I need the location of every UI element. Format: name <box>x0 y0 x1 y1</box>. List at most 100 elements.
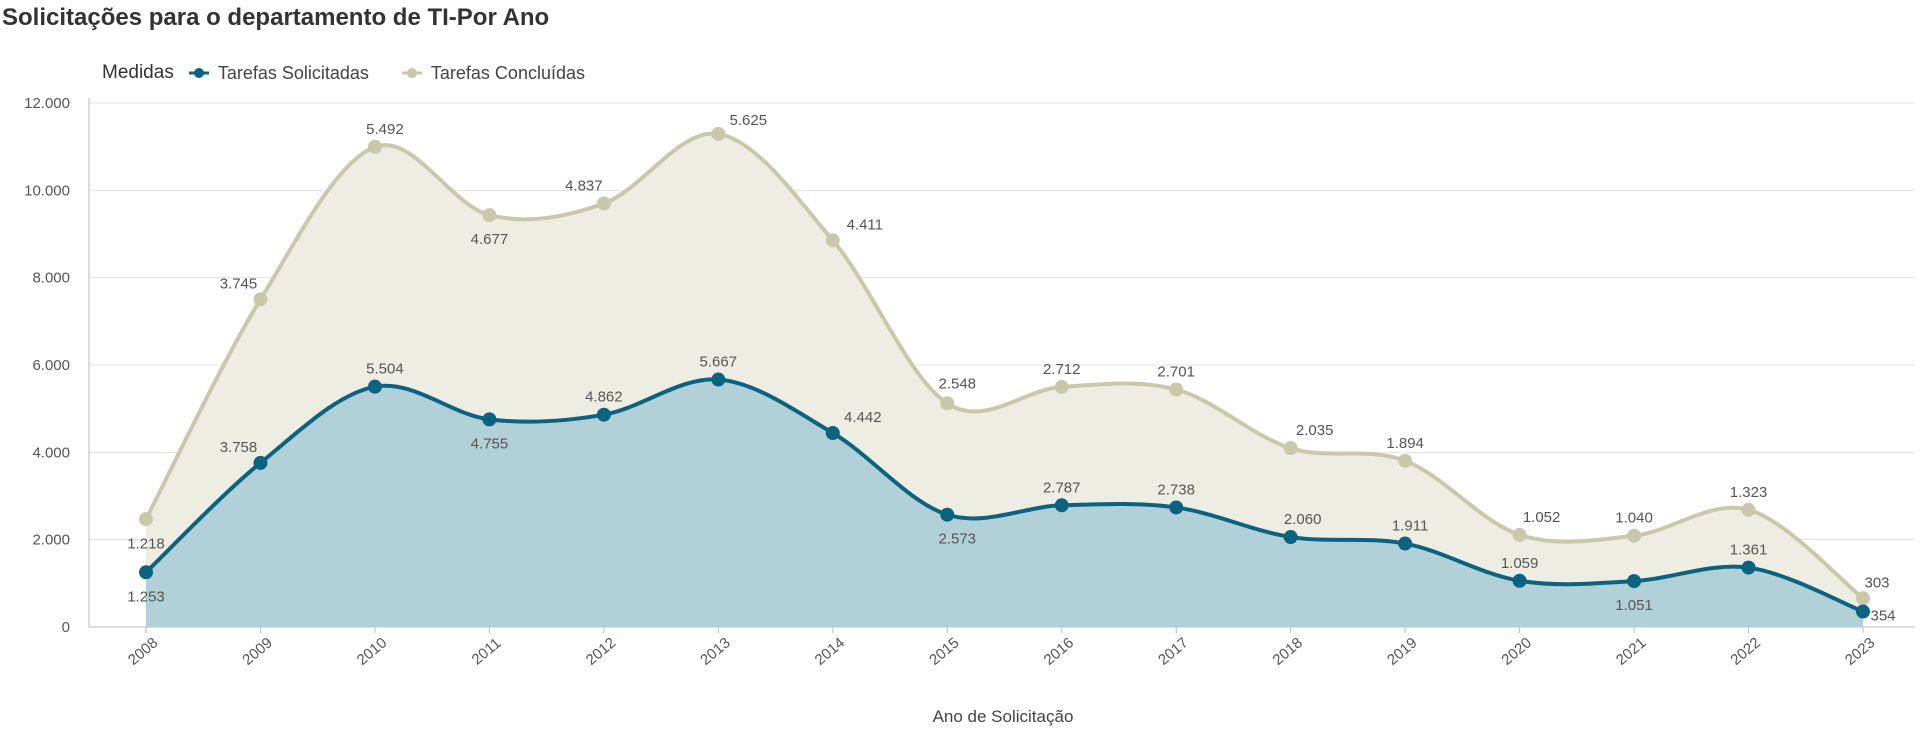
y-tick-label: 2.000 <box>32 532 70 549</box>
data-label-concluidas: 2.701 <box>1157 363 1195 380</box>
x-tick-label: 2012 <box>583 634 619 668</box>
point-solicitadas <box>253 455 268 470</box>
legend-marker-solicitadas-icon <box>188 68 209 78</box>
point-solicitadas <box>940 507 955 522</box>
point-solicitadas <box>482 412 497 427</box>
data-label-concluidas: 2.035 <box>1296 422 1334 439</box>
x-tick-label: 2013 <box>697 634 733 668</box>
point-solicitadas <box>1283 530 1298 545</box>
point-concluidas <box>1627 528 1642 543</box>
data-label-concluidas: 2.548 <box>938 375 976 392</box>
data-label-concluidas: 3.745 <box>220 275 258 292</box>
point-concluidas <box>139 512 153 527</box>
point-concluidas <box>596 196 611 211</box>
legend-entry-concluidas[interactable]: Tarefas Concluídas <box>401 63 585 84</box>
point-concluidas <box>367 139 382 154</box>
legend-entry-solicitadas[interactable]: Tarefas Solicitadas <box>188 63 369 84</box>
legend: Medidas Tarefas Solicitadas Tarefas Conc… <box>102 62 617 84</box>
point-concluidas <box>1856 591 1870 606</box>
point-solicitadas <box>1169 500 1184 515</box>
point-concluidas <box>1512 527 1527 542</box>
data-label-solicitadas: 1.059 <box>1501 555 1539 572</box>
point-solicitadas <box>1054 498 1069 513</box>
x-tick-label: 2008 <box>125 634 161 668</box>
point-concluidas <box>482 208 497 223</box>
y-tick-label: 10.000 <box>24 182 70 199</box>
data-label-concluidas: 1.218 <box>127 535 165 552</box>
data-label-solicitadas: 3.758 <box>220 439 258 456</box>
data-label-solicitadas: 2.060 <box>1284 511 1322 528</box>
point-concluidas <box>1054 379 1069 394</box>
point-solicitadas <box>1398 536 1413 551</box>
y-tick-label: 12.000 <box>24 95 70 112</box>
point-concluidas <box>711 126 726 141</box>
point-solicitadas <box>1741 560 1756 575</box>
point-concluidas <box>1283 441 1298 456</box>
data-label-concluidas: 5.492 <box>366 121 404 138</box>
x-tick-label: 2009 <box>239 634 275 668</box>
point-concluidas <box>1398 453 1413 468</box>
x-tick-label: 2019 <box>1384 634 1420 668</box>
x-tick-label: 2022 <box>1727 634 1763 668</box>
point-solicitadas <box>1512 573 1527 588</box>
data-label-concluidas: 1.323 <box>1730 484 1768 501</box>
legend-label-concluidas: Tarefas Concluídas <box>430 62 585 83</box>
x-tick-label: 2018 <box>1270 634 1306 668</box>
point-solicitadas <box>596 407 611 422</box>
x-tick-label: 2023 <box>1842 634 1878 668</box>
data-label-solicitadas: 354 <box>1870 608 1895 625</box>
data-label-solicitadas: 5.667 <box>700 354 738 371</box>
legend-label-solicitadas: Tarefas Solicitadas <box>217 62 369 83</box>
data-label-solicitadas: 2.738 <box>1157 481 1195 498</box>
data-label-solicitadas: 4.862 <box>585 389 623 406</box>
point-solicitadas <box>825 426 840 441</box>
legend-title: Medidas <box>102 62 174 83</box>
data-label-solicitadas: 4.755 <box>471 435 509 452</box>
x-tick-label: 2016 <box>1041 634 1077 668</box>
data-label-concluidas: 303 <box>1864 574 1889 591</box>
x-tick-label: 2015 <box>926 634 962 668</box>
data-label-concluidas: 1.894 <box>1386 435 1424 452</box>
point-solicitadas <box>139 565 153 580</box>
data-label-concluidas: 5.625 <box>730 112 768 129</box>
point-concluidas <box>825 233 840 248</box>
x-tick-label: 2020 <box>1498 634 1534 668</box>
data-label-solicitadas: 1.051 <box>1615 597 1653 614</box>
x-tick-label: 2010 <box>354 634 390 668</box>
data-label-concluidas: 4.411 <box>847 216 883 233</box>
data-label-concluidas: 2.712 <box>1043 361 1081 378</box>
data-label-solicitadas: 1.253 <box>127 588 165 605</box>
y-tick-label: 6.000 <box>32 357 70 374</box>
point-concluidas <box>253 292 268 307</box>
data-label-concluidas: 1.040 <box>1615 510 1653 527</box>
data-label-solicitadas: 2.787 <box>1043 479 1081 496</box>
point-solicitadas <box>1627 574 1642 589</box>
point-solicitadas <box>1856 604 1870 619</box>
y-tick-label: 8.000 <box>32 270 70 287</box>
x-axis-title: Ano de Solicitação <box>933 707 1074 726</box>
x-tick-label: 2021 <box>1613 634 1649 668</box>
chart-title: Solicitações para o departamento de TI-P… <box>2 4 550 31</box>
y-tick-label: 4.000 <box>32 444 70 461</box>
area-concluidas <box>146 133 1863 612</box>
line-solicitadas <box>144 377 1864 614</box>
data-label-solicitadas: 5.504 <box>366 361 404 378</box>
x-tick-label: 2014 <box>812 634 848 668</box>
point-concluidas <box>1169 382 1184 397</box>
point-concluidas <box>1741 502 1756 517</box>
data-label-concluidas: 4.837 <box>565 177 603 194</box>
point-solicitadas <box>711 372 726 387</box>
y-tick-label: 0 <box>62 619 70 636</box>
data-label-solicitadas: 1.361 <box>1730 542 1768 559</box>
x-tick-label: 2011 <box>469 635 505 669</box>
point-concluidas <box>940 396 955 411</box>
legend-marker-concluidas-icon <box>401 68 422 78</box>
point-solicitadas <box>367 379 382 394</box>
data-label-concluidas: 1.052 <box>1523 509 1561 526</box>
x-tick-label: 2017 <box>1155 634 1191 668</box>
data-label-concluidas: 4.677 <box>471 231 509 248</box>
data-label-solicitadas: 4.442 <box>844 409 882 426</box>
area-solicitadas <box>146 379 1863 627</box>
data-label-solicitadas: 1.911 <box>1392 518 1428 535</box>
